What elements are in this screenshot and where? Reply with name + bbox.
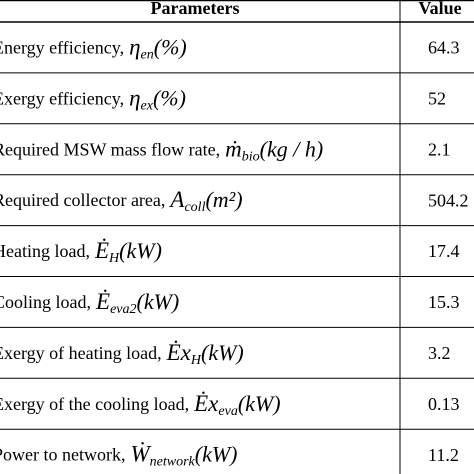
parameter-subscript: network [150, 455, 196, 470]
parameter-cell: Exergy efficiency, ηex(%) [0, 85, 186, 113]
parameter-cell: Power to network, Ẇnetwork(kW) [0, 442, 238, 470]
parameter-symbol: Ėx [166, 340, 192, 365]
parameter-label: Exergy of the cooling load, [0, 394, 189, 414]
parameter-symbol: Ẇ [130, 442, 151, 467]
parameter-unit: (kW) [137, 289, 180, 314]
parameter-cell: Energy efficiency, ηen(%) [0, 34, 187, 62]
parameter-symbol: η [129, 35, 140, 60]
parameter-label: Cooling load, [0, 292, 91, 312]
parameter-cell: Heating load, ĖH(kW) [0, 238, 162, 266]
parameter-subscript: eva2 [110, 302, 136, 317]
parameter-unit: (%) [154, 34, 187, 59]
parameter-subscript: H [190, 353, 202, 368]
parameter-subscript: ex [141, 99, 154, 114]
header-parameters: Parameters [151, 0, 240, 18]
parameter-label: Power to network, [0, 445, 125, 465]
parameter-cell: Cooling load, Ėeva2(kW) [0, 289, 179, 317]
parameter-cell: Exergy of the cooling load, Ėxeva(kW) [0, 391, 281, 419]
header-value: Value [418, 0, 461, 18]
parameter-cell: Required collector area, Acoll(m²) [0, 187, 243, 215]
parameter-symbol: ṁ [225, 137, 242, 162]
parameter-unit: (kW) [119, 238, 162, 263]
value-cell: 52 [428, 88, 446, 108]
parameter-subscript: en [141, 48, 154, 63]
value-cell: 11.2 [428, 445, 459, 465]
parameter-cell: Required MSW mass flow rate, ṁbio(kg / h) [0, 136, 323, 164]
parameter-subscript: coll [184, 200, 205, 215]
parameter-cell: Exergy of heating load, ĖxH(kW) [0, 340, 244, 368]
parameter-symbol: η [129, 86, 140, 111]
value-cell: 2.1 [428, 139, 451, 159]
parameter-label: Exergy efficiency, [0, 88, 124, 108]
parameter-symbol: Ėx [193, 391, 219, 416]
value-cell: 64.3 [428, 38, 460, 58]
value-cell: 15.3 [428, 292, 460, 312]
parameter-unit: (kg / h) [260, 136, 324, 161]
parameter-label: Required collector area, [0, 190, 165, 210]
parameter-unit: (kW) [201, 340, 244, 365]
value-cell: 504.2 [428, 190, 469, 210]
value-cell: 0.13 [428, 394, 460, 414]
parameter-symbol: Ė [94, 238, 109, 263]
parameter-subscript: eva [218, 404, 237, 419]
parameter-symbol: Ė [95, 289, 110, 314]
parameter-unit: (kW) [238, 391, 281, 416]
parameter-symbol: A [168, 187, 185, 212]
parameter-label: Exergy of heating load, [0, 343, 162, 363]
parameter-label: Energy efficiency, [0, 38, 124, 58]
parameter-label: Heating load, [0, 241, 90, 261]
parameter-subscript: bio [242, 149, 260, 164]
value-cell: 3.2 [428, 343, 451, 363]
parameter-unit: (kW) [195, 442, 238, 467]
value-cell: 17.4 [428, 241, 460, 261]
parameter-subscript: H [108, 251, 120, 266]
parameter-unit: (%) [153, 85, 186, 110]
parameter-unit: (m²) [205, 187, 242, 212]
parameter-label: Required MSW mass flow rate, [0, 139, 220, 159]
